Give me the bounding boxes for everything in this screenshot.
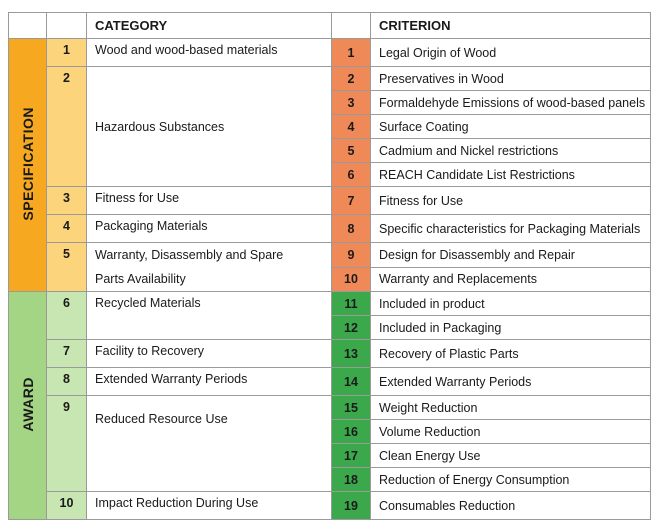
category-name: Impact Reduction During Use xyxy=(86,491,332,520)
blank-cell xyxy=(46,12,87,39)
criterion-number: 7 xyxy=(331,186,371,215)
criterion-number: 9 xyxy=(331,242,371,268)
table-row: 18 Reduction of Energy Consumption xyxy=(9,467,651,492)
criterion-number: 13 xyxy=(331,339,371,368)
table-row: 10 Warranty and Replacements xyxy=(9,266,651,292)
criterion-name: Included in product xyxy=(370,291,651,316)
criterion-number: 10 xyxy=(331,266,371,292)
category-number: 6 xyxy=(46,291,87,340)
table-row: 12 Included in Packaging xyxy=(9,315,651,340)
criterion-name: Fitness for Use xyxy=(370,186,651,215)
criterion-number: 6 xyxy=(331,162,371,187)
group-label: SPECIFICATION xyxy=(19,106,36,221)
category-name: Warranty, Disassembly and Spare Parts Ava… xyxy=(86,242,332,292)
criterion-number: 8 xyxy=(331,214,371,243)
criterion-number: 11 xyxy=(331,291,371,316)
page: CATEGORY CRITERION SPECIFICATION 1 Wood an… xyxy=(8,12,651,520)
criterion-number: 4 xyxy=(331,114,371,139)
criterion-name: Consumables Reduction xyxy=(370,491,651,520)
category-name-line: Warranty, Disassembly and Spare xyxy=(95,248,284,262)
category-number: 10 xyxy=(46,491,87,520)
table-row: 5 Warranty, Disassembly and Spare Parts Av… xyxy=(9,242,651,292)
table-row: 3 Fitness for Use 7 Fitness for Use xyxy=(9,186,651,215)
criterion-name: REACH Candidate List Restrictions xyxy=(370,162,651,187)
category-name: Packaging Materials xyxy=(86,214,332,243)
table-row: 3 Formaldehyde Emissions of wood-based pa… xyxy=(9,90,651,115)
criterion-number: 17 xyxy=(331,443,371,468)
table-row: 16 Volume Reduction xyxy=(9,419,651,444)
category-name-line: Parts Availability xyxy=(95,272,186,286)
group-cell: SPECIFICATION xyxy=(8,38,47,292)
criterion-number: 12 xyxy=(331,315,371,340)
header-criterion: CRITERION xyxy=(370,12,651,39)
criterion-number: 18 xyxy=(331,467,371,492)
criterion-number: 19 xyxy=(331,491,371,520)
blank-cell xyxy=(8,12,47,39)
criterion-number: 3 xyxy=(331,90,371,115)
category-number: 2 xyxy=(46,66,87,187)
criterion-name: Extended Warranty Periods xyxy=(370,367,651,396)
category-number: 7 xyxy=(46,339,87,368)
category-name: Reduced Resource Use xyxy=(86,395,332,492)
criterion-name: Specific characteristics for Packaging M… xyxy=(370,214,651,243)
criterion-name: Volume Reduction xyxy=(370,419,651,444)
criterion-name: Reduction of Energy Consumption xyxy=(370,467,651,492)
criterion-number: 16 xyxy=(331,419,371,444)
group-label: AWARD xyxy=(19,376,36,432)
category-number: 4 xyxy=(46,214,87,243)
criterion-name: Preservatives in Wood xyxy=(370,66,651,91)
criterion-name: Surface Coating xyxy=(370,114,651,139)
criterion-number: 15 xyxy=(331,395,371,420)
group-cell: AWARD xyxy=(8,291,47,520)
criterion-number: 5 xyxy=(331,138,371,163)
criterion-name: Weight Reduction xyxy=(370,395,651,420)
header-row: CATEGORY CRITERION xyxy=(8,12,651,39)
criterion-name: Cadmium and Nickel restrictions xyxy=(370,138,651,163)
table-row: 5 Cadmium and Nickel restrictions xyxy=(9,138,651,163)
table-row: SPECIFICATION 1 Wood and wood-based materi… xyxy=(8,38,651,292)
criterion-number: 14 xyxy=(331,367,371,396)
blank-cell xyxy=(331,12,371,39)
criterion-name: Design for Disassembly and Repair xyxy=(370,242,651,268)
criterion-name: Clean Energy Use xyxy=(370,443,651,468)
criterion-name: Recovery of Plastic Parts xyxy=(370,339,651,368)
table-row: 10 Impact Reduction During Use 19 Consumabl… xyxy=(9,491,651,520)
category-number: 3 xyxy=(46,186,87,215)
category-number: 8 xyxy=(46,367,87,396)
criterion-number: 2 xyxy=(331,66,371,91)
category-number: 1 xyxy=(46,38,87,67)
category-number: 5 xyxy=(46,242,87,292)
criterion-name: Formaldehyde Emissions of wood-based pan… xyxy=(370,90,651,115)
category-name: Extended Warranty Periods xyxy=(86,367,332,396)
table-row: 8 Extended Warranty Periods 14 Extended War… xyxy=(9,367,651,396)
table-body: CATEGORY CRITERION SPECIFICATION 1 Wood an… xyxy=(8,12,651,520)
category-name: Fitness for Use xyxy=(86,186,332,215)
category-number: 9 xyxy=(46,395,87,492)
table-row: 2 Hazardous Substances 2 Preservatives in W… xyxy=(9,66,651,187)
category-name: Facility to Recovery xyxy=(86,339,332,368)
category-name: Hazardous Substances xyxy=(86,66,332,187)
criterion-name: Warranty and Replacements xyxy=(370,266,651,292)
criterion-number: 1 xyxy=(331,38,371,67)
criterion-name: Legal Origin of Wood xyxy=(370,38,651,67)
table-row: 4 Packaging Materials 8 Specific characteri… xyxy=(9,214,651,243)
table-row: 7 Facility to Recovery 13 Recovery of Plast… xyxy=(9,339,651,368)
category-name: Recycled Materials xyxy=(86,291,332,340)
table-row: 9 Reduced Resource Use 15 Weight Reduction xyxy=(9,395,651,492)
criteria-table: CATEGORY CRITERION SPECIFICATION 1 Wood an… xyxy=(8,12,651,520)
header-category: CATEGORY xyxy=(86,12,332,39)
criterion-name: Included in Packaging xyxy=(370,315,651,340)
category-name: Wood and wood-based materials xyxy=(86,38,332,67)
table-row: AWARD 6 Recycled Materials 11 Included in pr… xyxy=(8,291,651,520)
table-row: 4 Surface Coating xyxy=(9,114,651,139)
